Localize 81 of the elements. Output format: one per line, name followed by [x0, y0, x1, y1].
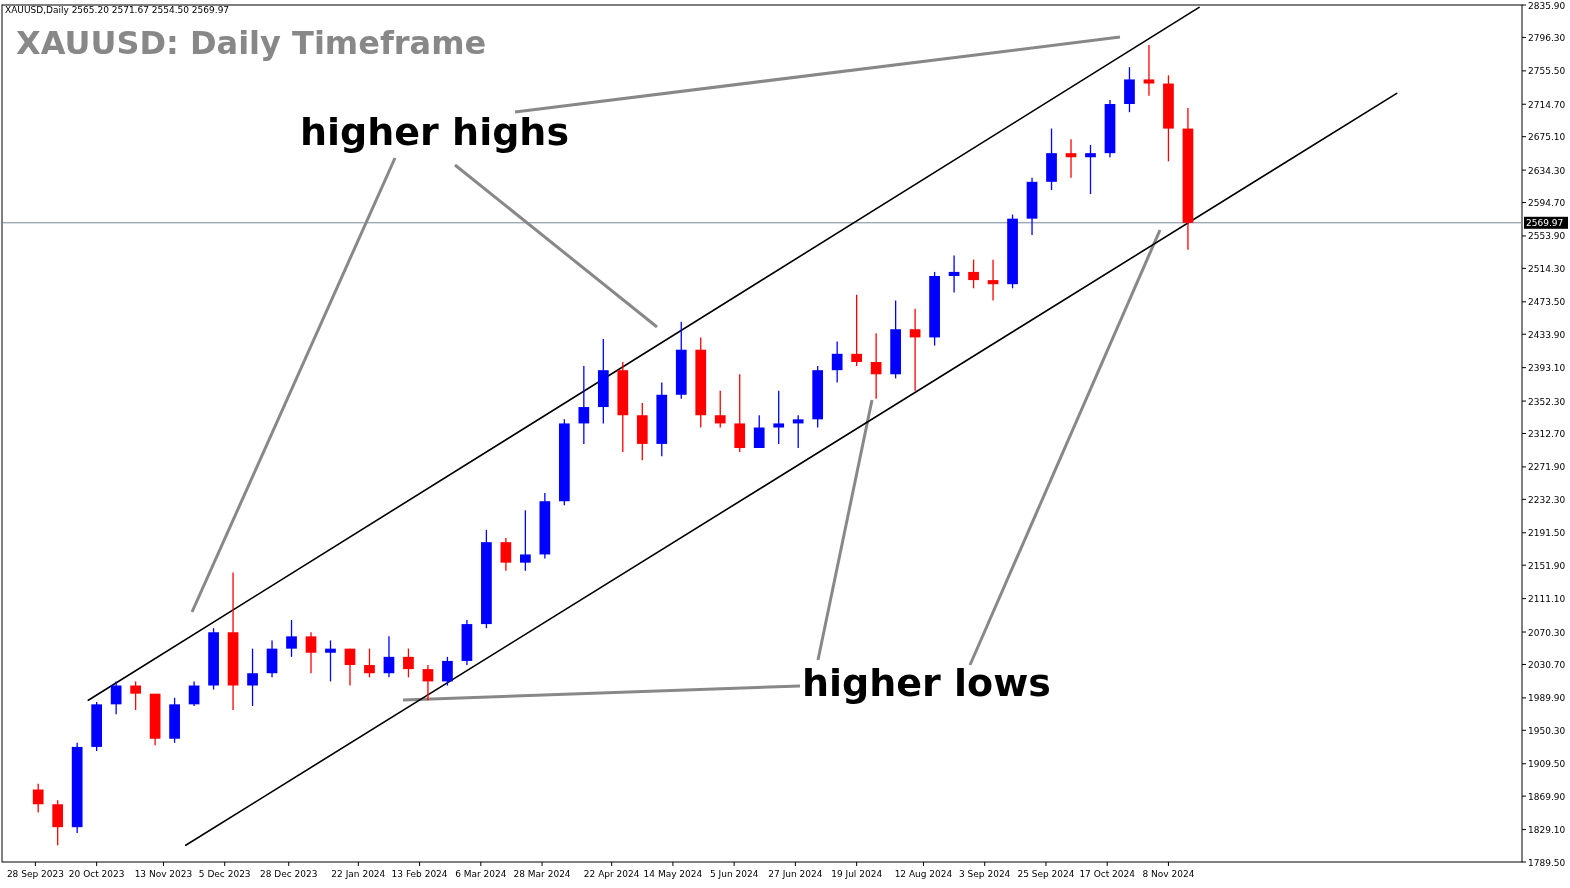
- x-tick-label: 12 Aug 2024: [894, 869, 953, 879]
- y-tick-label: 2675.10: [1528, 132, 1566, 143]
- y-tick-label: 2433.90: [1528, 329, 1566, 340]
- x-tick-label: 28 Mar 2024: [513, 869, 571, 879]
- x-tick-label: 20 Oct 2023: [68, 869, 125, 879]
- candlestick: [792, 414, 804, 449]
- y-tick-label: 1989.90: [1528, 693, 1566, 704]
- y-tick-label: 1789.50: [1528, 857, 1566, 868]
- x-tick-label: 13 Nov 2023: [134, 869, 193, 879]
- candlestick: [948, 254, 960, 294]
- candlestick: [247, 648, 258, 707]
- candlestick: [32, 783, 44, 814]
- y-tick-label: 2271.90: [1528, 462, 1566, 473]
- candlestick: [578, 365, 590, 445]
- candlestick: [422, 664, 434, 701]
- candlestick: [403, 648, 414, 678]
- candlestick: [305, 631, 317, 674]
- candlestick: [773, 390, 785, 445]
- y-tick-label: 2835.90: [1528, 0, 1566, 11]
- x-tick-label: 27 Jun 2024: [768, 869, 823, 879]
- y-tick-label: 1829.10: [1528, 825, 1566, 836]
- y-tick-label: 2634.30: [1528, 165, 1566, 176]
- y-tick-label: 2070.30: [1528, 627, 1566, 638]
- ref-line-label: 2569.97: [1526, 218, 1564, 229]
- annotation: higher lows: [802, 661, 1051, 705]
- candlestick: [344, 648, 356, 687]
- x-tick-label: 8 Nov 2024: [1142, 869, 1195, 879]
- candlestick: [520, 509, 531, 572]
- y-tick-label: 2352.30: [1528, 396, 1566, 407]
- candlestick: [1143, 44, 1155, 97]
- x-tick-label: 5 Jun 2024: [709, 869, 759, 879]
- x-tick-label: 22 Jan 2024: [331, 869, 386, 879]
- candlestick: [831, 340, 843, 384]
- y-tick-label: 2151.90: [1528, 560, 1566, 571]
- x-tick-label: 14 May 2024: [643, 869, 703, 879]
- x-tick-label: 5 Dec 2023: [198, 869, 251, 879]
- y-tick-label: 2796.30: [1528, 32, 1566, 43]
- candlestick: [753, 414, 765, 449]
- x-tick-label: 28 Sep 2023: [6, 869, 64, 879]
- y-tick-label: 2030.70: [1528, 659, 1566, 670]
- y-tick-label: 2232.30: [1528, 494, 1566, 505]
- y-tick-label: 2191.50: [1528, 528, 1566, 539]
- y-tick-label: 2594.70: [1528, 198, 1566, 209]
- x-tick-label: 28 Dec 2023: [259, 869, 318, 879]
- candlestick: [714, 390, 726, 429]
- candlestick: [870, 332, 882, 400]
- x-tick-label: 6 Mar 2024: [455, 869, 507, 879]
- candlestick: [500, 537, 512, 572]
- y-tick-label: 2755.50: [1528, 66, 1566, 77]
- y-tick-label: 2553.90: [1528, 231, 1566, 242]
- chart-subtitle: XAUUSD,Daily 2565.20 2571.67 2554.50 2569.97: [5, 5, 230, 15]
- x-tick-label: 17 Oct 2024: [1079, 869, 1136, 879]
- candlestick: [130, 680, 141, 711]
- y-tick-label: 2111.10: [1528, 594, 1566, 605]
- y-tick-label: 1909.50: [1528, 759, 1566, 770]
- candlestick: [909, 308, 921, 392]
- y-tick-label: 2514.30: [1528, 263, 1566, 274]
- candlestick: [851, 294, 863, 367]
- text: XAUUSD: Daily Timeframe: [16, 24, 487, 62]
- y-tick-label: 1950.30: [1528, 725, 1566, 736]
- x-tick-label: 19 Jul 2024: [831, 869, 883, 879]
- x-tick-label: 3 Sep 2024: [959, 869, 1011, 879]
- candlestick: [364, 648, 375, 678]
- candlestick: [968, 258, 979, 289]
- y-tick-label: 2312.70: [1528, 429, 1566, 439]
- candlestick: [1065, 138, 1077, 179]
- x-tick-label: 25 Sep 2024: [1017, 869, 1075, 879]
- annotation: higher highs: [300, 110, 570, 154]
- candlestick: [325, 639, 336, 683]
- candlestick: [442, 656, 453, 687]
- candlestick: [987, 258, 999, 302]
- x-tick-label: 22 Apr 2024: [583, 869, 640, 879]
- candlestick: [286, 619, 297, 658]
- candlestick: [1085, 144, 1096, 195]
- x-tick-label: 13 Feb 2024: [391, 869, 448, 879]
- candlestick: [52, 799, 64, 846]
- candlestick: [383, 635, 395, 678]
- y-tick-label: 1869.90: [1528, 791, 1566, 802]
- y-tick-label: 2473.50: [1528, 297, 1566, 308]
- y-tick-label: 2714.70: [1528, 99, 1566, 110]
- y-tick-label: 2393.10: [1528, 363, 1566, 374]
